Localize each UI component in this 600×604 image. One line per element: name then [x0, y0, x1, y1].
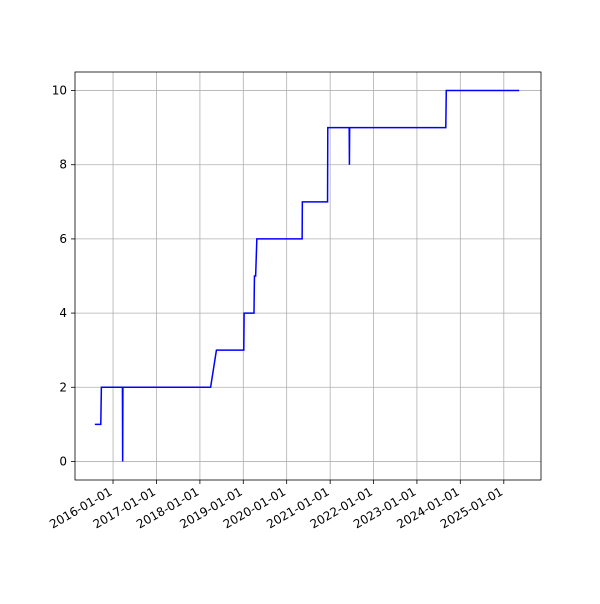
- y-tick-label: 0: [59, 454, 67, 468]
- y-tick-label: 10: [52, 84, 67, 98]
- plot-frame: [74, 71, 542, 481]
- y-tick-label: 8: [59, 158, 67, 172]
- data: [94, 89, 520, 462]
- y-tick-label: 4: [59, 306, 67, 320]
- grid: [75, 72, 541, 480]
- data-line: [94, 89, 520, 462]
- y-tick-label: 6: [59, 232, 67, 246]
- y-tick-label: 2: [59, 380, 67, 394]
